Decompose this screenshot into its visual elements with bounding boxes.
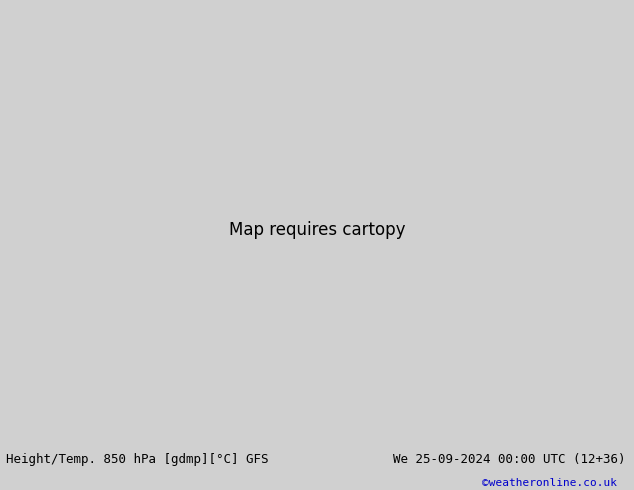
Text: We 25-09-2024 00:00 UTC (12+36): We 25-09-2024 00:00 UTC (12+36) xyxy=(393,453,626,466)
Text: Height/Temp. 850 hPa [gdmp][°C] GFS: Height/Temp. 850 hPa [gdmp][°C] GFS xyxy=(6,453,269,466)
Text: Map requires cartopy: Map requires cartopy xyxy=(229,221,405,239)
Text: ©weatheronline.co.uk: ©weatheronline.co.uk xyxy=(482,478,617,488)
